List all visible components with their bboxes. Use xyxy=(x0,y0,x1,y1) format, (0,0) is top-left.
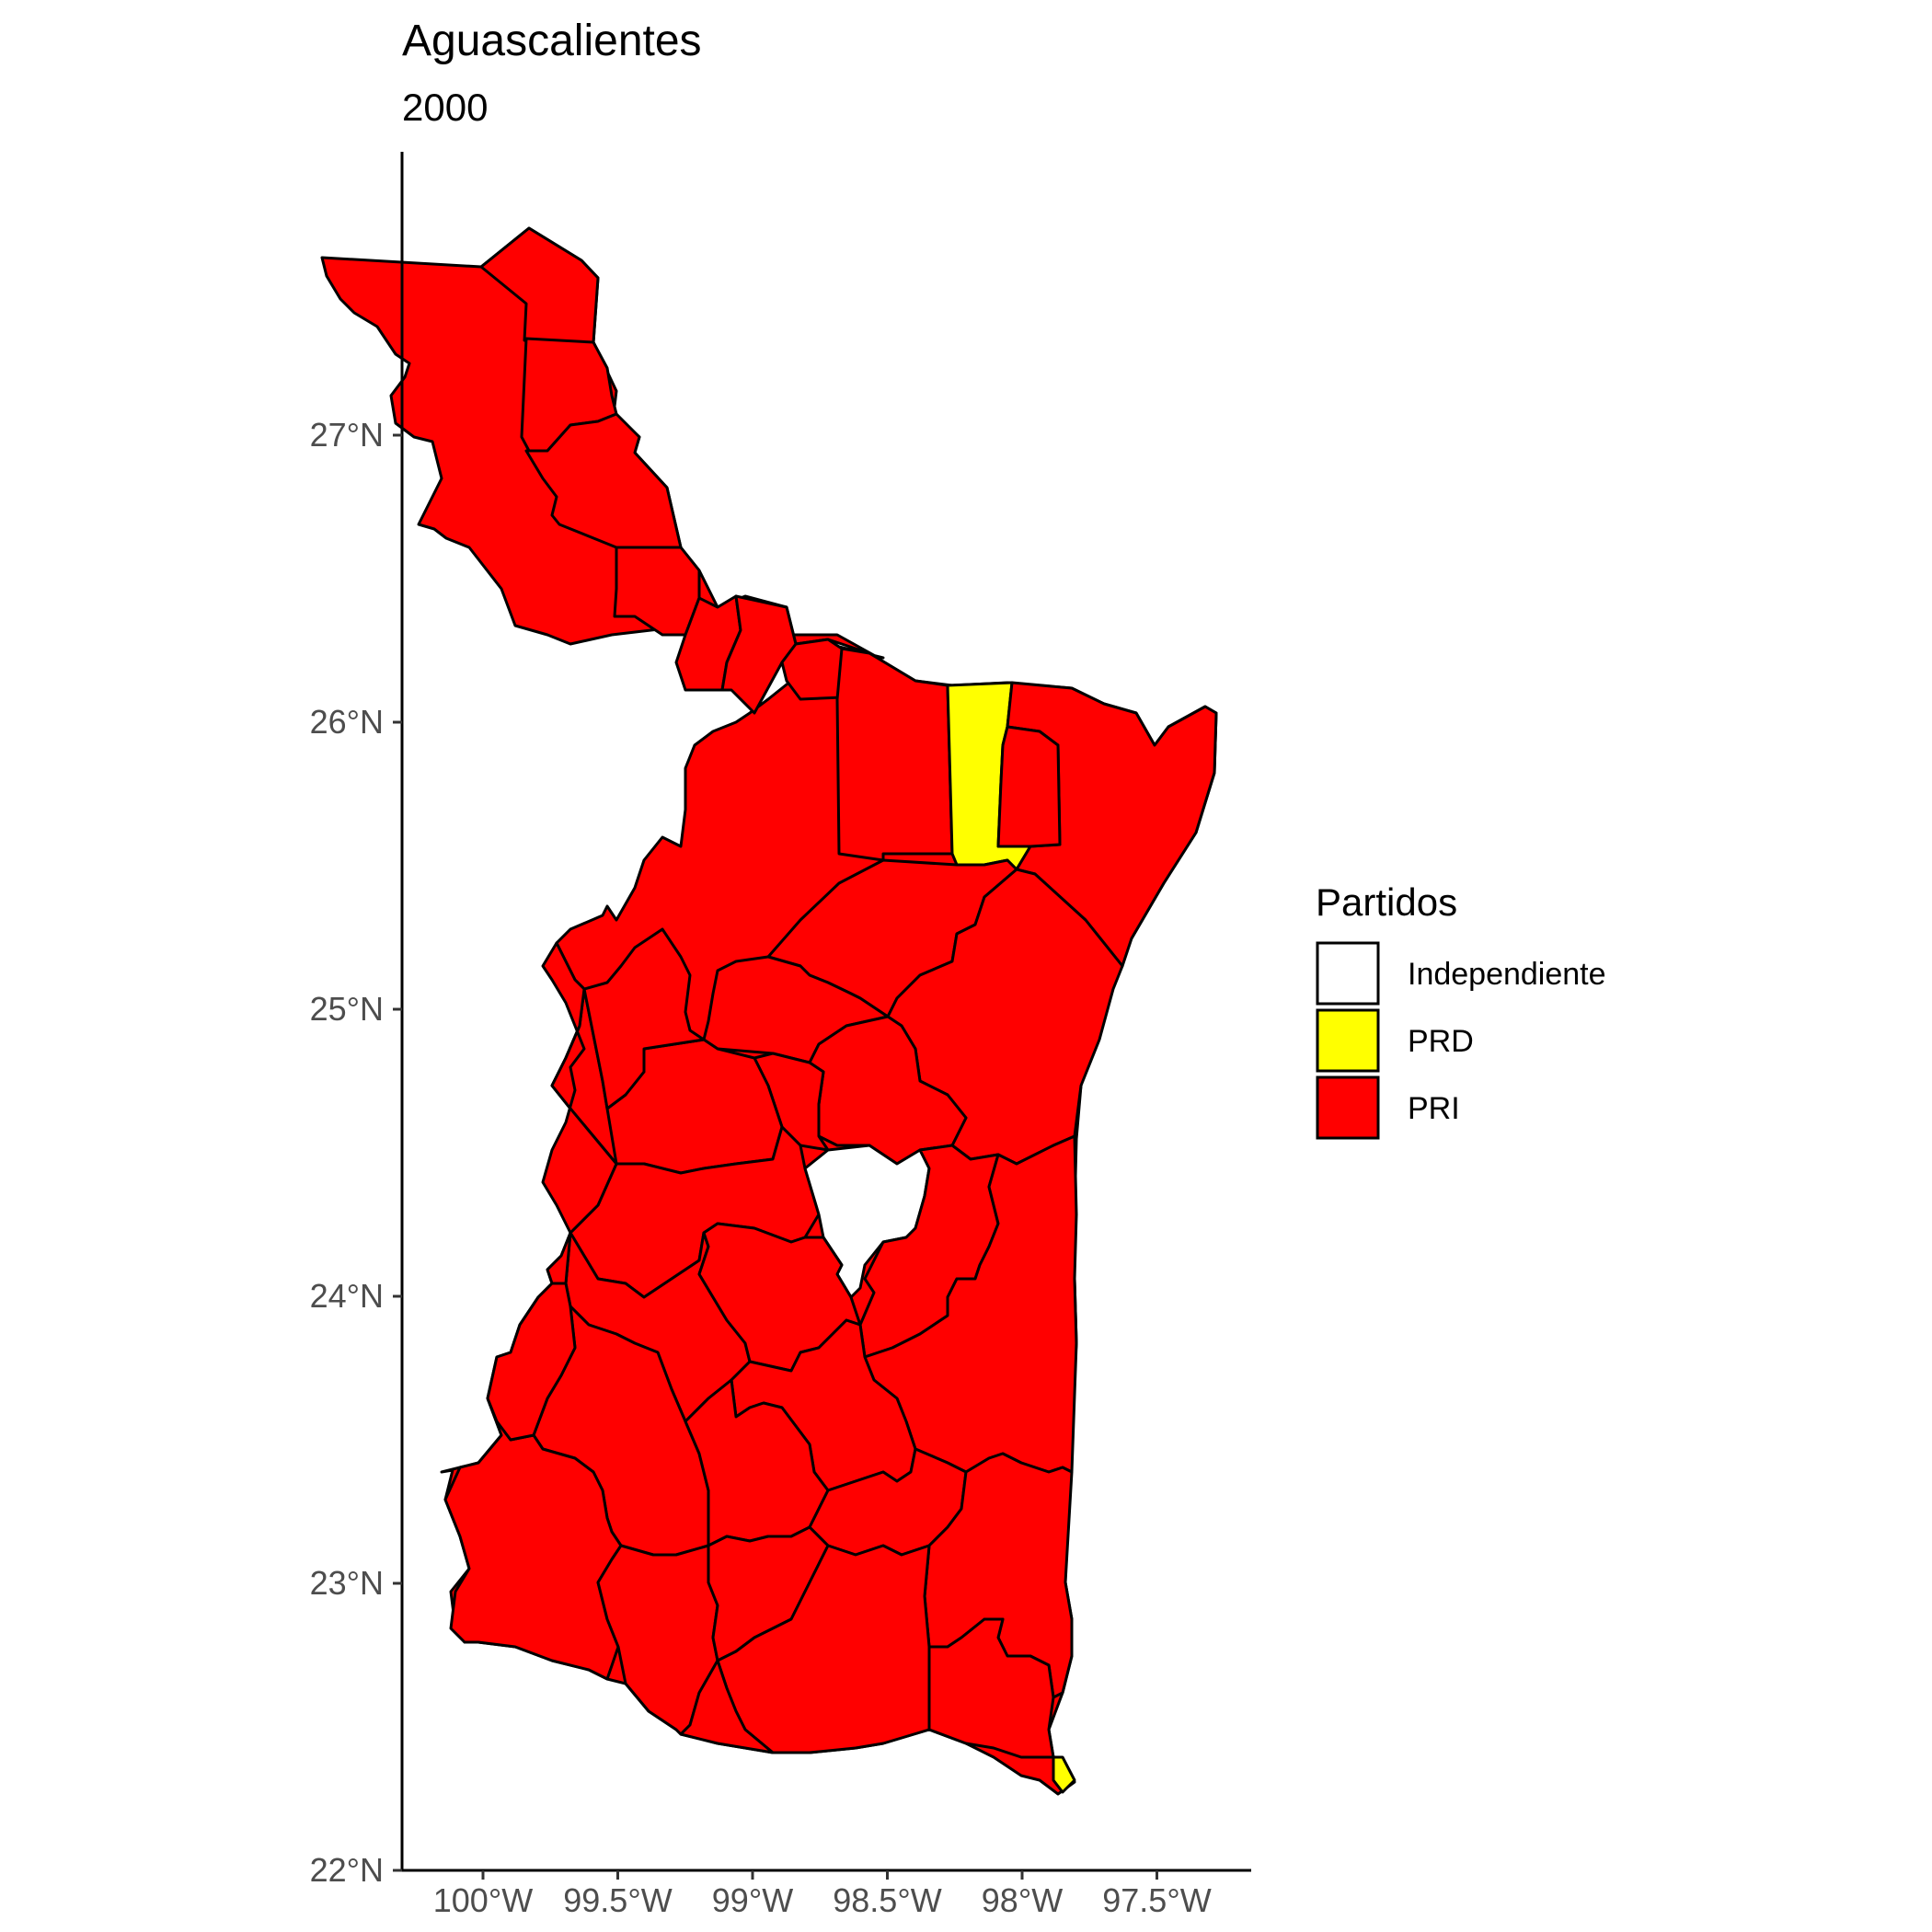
y-tick-label: 24°N xyxy=(310,1277,384,1315)
region-pri-north-7 xyxy=(780,638,844,701)
y-axis-ticks: 22°N 23°N 24°N 25°N 26°N 27°N xyxy=(310,416,402,1889)
x-tick-label: 99.5°W xyxy=(563,1881,672,1919)
region-pri-farwest-1 xyxy=(541,941,618,1285)
y-tick-label: 23°N xyxy=(310,1564,384,1602)
map-subtitle: 2000 xyxy=(402,86,488,129)
map-title: Aguascalientes xyxy=(402,17,702,65)
x-tick-label: 97.5°W xyxy=(1102,1881,1211,1919)
x-tick-label: 98°W xyxy=(982,1881,1063,1919)
y-tick-label: 26°N xyxy=(310,703,384,741)
legend-items: Independiente PRD PRI xyxy=(1316,941,1606,1140)
region-pri-south-7 xyxy=(927,1617,1055,1759)
legend: Partidos Independiente PRD PRI xyxy=(1316,880,1606,1140)
region-prd-south xyxy=(1052,1755,1076,1794)
region-independiente xyxy=(803,1144,931,1299)
map-regions xyxy=(320,226,1218,1796)
legend-swatch xyxy=(1316,1075,1380,1140)
region-pri-south-8 xyxy=(679,1659,775,1754)
region-pri-north-8 xyxy=(835,647,954,862)
region-pri-north-4 xyxy=(613,546,701,637)
legend-swatch xyxy=(1316,941,1380,1006)
region-pri-north-6 xyxy=(720,594,798,715)
x-tick-label: 100°W xyxy=(433,1881,533,1919)
y-tick-label: 27°N xyxy=(310,416,384,454)
y-tick-label: 25°N xyxy=(310,990,384,1028)
region-pri-southwest-3 xyxy=(486,1282,577,1442)
x-axis-ticks: 100°W 99.5°W 99°W 98.5°W 98°W 97.5°W xyxy=(433,1870,1212,1919)
legend-swatch xyxy=(1316,1008,1380,1073)
region-pri-northeast-inner xyxy=(996,725,1062,848)
legend-label: Independiente xyxy=(1408,957,1606,992)
axes: 22°N 23°N 24°N 25°N 26°N 27°N 100°W 99.5°W 99°W… xyxy=(310,152,1251,1919)
legend-title: Partidos xyxy=(1316,880,1457,924)
legend-label: PRD xyxy=(1408,1024,1474,1059)
x-tick-label: 99°W xyxy=(712,1881,793,1919)
region-pri-southwest-2 xyxy=(443,1397,623,1681)
region-pri-north-3 xyxy=(524,412,683,549)
y-tick-label: 22°N xyxy=(310,1851,384,1889)
region-pri-west-2 xyxy=(582,927,706,1110)
legend-label: PRI xyxy=(1408,1091,1460,1126)
x-tick-label: 98.5°W xyxy=(833,1881,941,1919)
